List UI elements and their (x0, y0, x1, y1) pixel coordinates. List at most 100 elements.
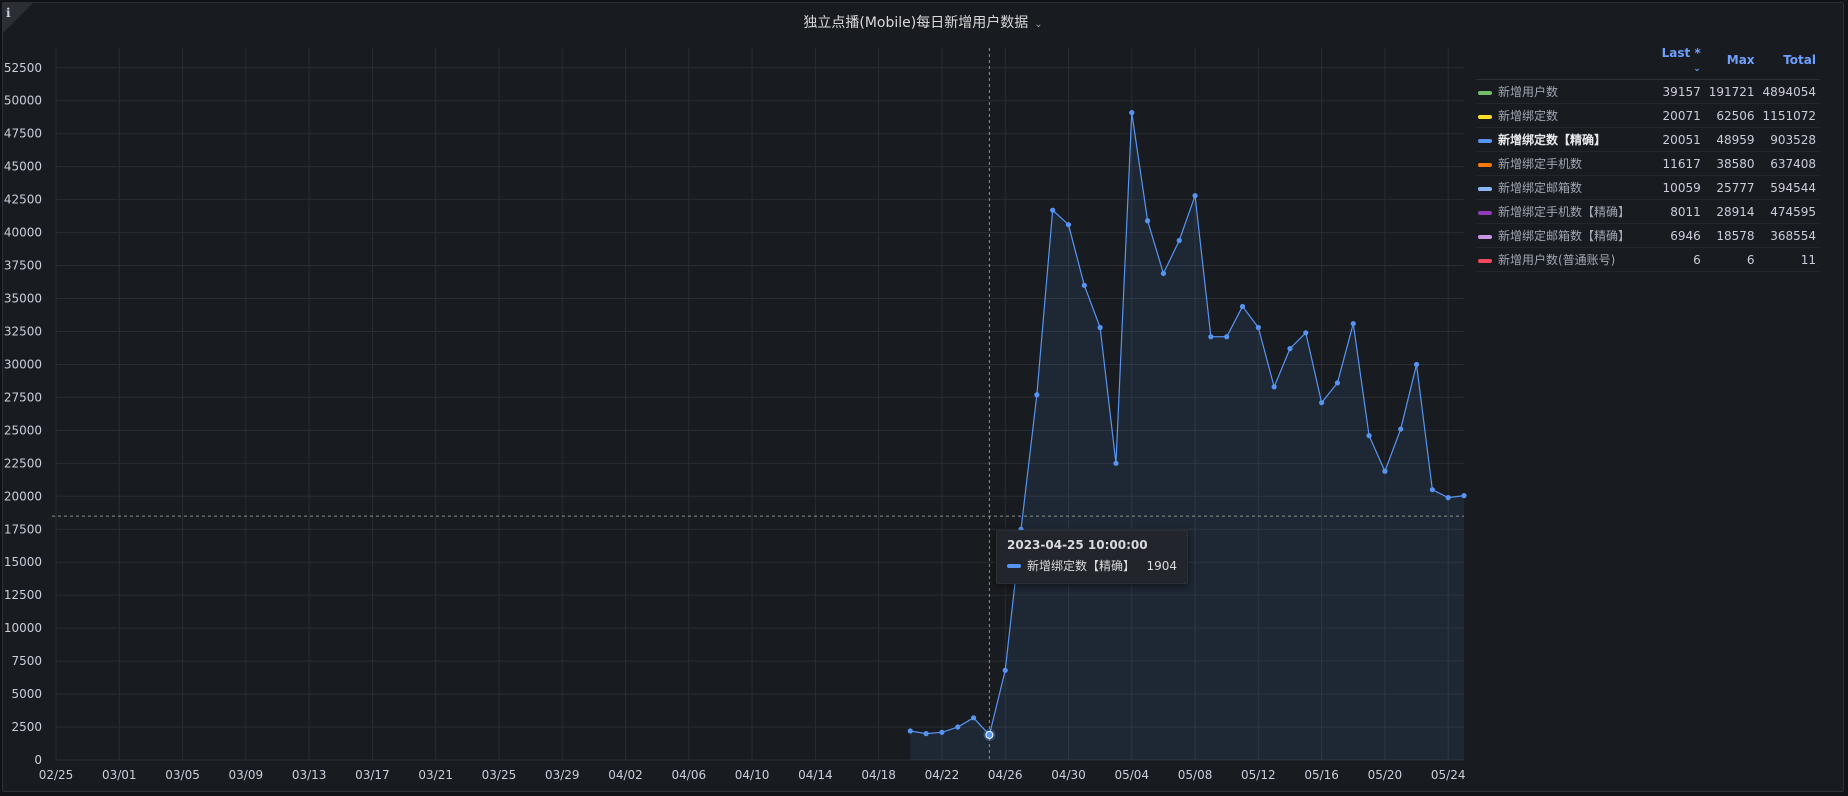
data-point[interactable] (1129, 110, 1135, 116)
tooltip-time: 2023-04-25 10:00:00 (1007, 538, 1148, 552)
legend-row[interactable]: 新增绑定手机数【精确】 8011 28914 474595 (1476, 199, 1820, 224)
legend-row[interactable]: 新增用户数 39157 191721 4894054 (1476, 79, 1820, 104)
hover-point[interactable] (985, 730, 994, 739)
data-point[interactable] (939, 729, 945, 735)
data-point[interactable] (923, 731, 929, 737)
data-point[interactable] (1461, 493, 1467, 499)
x-tick-label: 04/22 (925, 768, 960, 782)
data-point[interactable] (1271, 384, 1277, 390)
legend-last-value: 11617 (1654, 151, 1705, 176)
data-point[interactable] (1429, 487, 1435, 493)
legend-last-value: 10059 (1654, 175, 1705, 200)
legend-total-value: 1151072 (1758, 103, 1820, 128)
data-point[interactable] (1239, 303, 1246, 310)
legend-max-value: 38580 (1704, 151, 1759, 176)
legend-row[interactable]: 新增用户数(普通账号) 6 6 11 (1476, 247, 1820, 272)
data-point[interactable] (1113, 460, 1119, 466)
panel-info-corner[interactable] (3, 3, 33, 33)
data-point[interactable] (1319, 400, 1325, 406)
legend-total-value: 903528 (1758, 127, 1820, 152)
data-point[interactable] (1097, 324, 1103, 331)
data-point[interactable] (1144, 218, 1151, 224)
data-point[interactable] (955, 724, 961, 730)
y-tick-label: 45000 (4, 160, 42, 174)
data-point[interactable] (1034, 392, 1040, 398)
data-point[interactable] (1334, 380, 1341, 386)
legend-max-value: 48959 (1704, 127, 1759, 152)
legend-swatch (1478, 138, 1492, 143)
panel-title[interactable]: 独立点播(Mobile)每日新增用户数据 ⌄ (3, 12, 1843, 32)
y-tick-label: 2500 (11, 720, 42, 734)
data-point[interactable] (1366, 433, 1372, 439)
data-point[interactable] (1350, 320, 1356, 327)
legend-header-total[interactable]: Total (1758, 46, 1820, 80)
legend-row[interactable]: 新增绑定数 20071 62506 1151072 (1476, 103, 1820, 128)
data-point[interactable] (907, 728, 913, 734)
x-tick-label: 05/04 (1114, 768, 1149, 782)
legend-series-name: 新增绑定数 (1498, 109, 1559, 123)
legend-row[interactable]: 新增绑定数【精确】 20051 48959 903528 (1476, 127, 1820, 152)
legend-last-value: 20051 (1654, 127, 1705, 152)
data-point[interactable] (1413, 361, 1420, 368)
x-tick-label: 03/01 (102, 768, 137, 782)
legend-row[interactable]: 新增绑定邮箱数 10059 25777 594544 (1476, 175, 1820, 200)
x-tick-label: 05/12 (1241, 768, 1276, 782)
x-tick-label: 05/16 (1304, 768, 1339, 782)
tooltip-value: 1904 (1146, 558, 1177, 573)
legend-max-value: 28914 (1704, 199, 1759, 224)
legend-swatch (1478, 90, 1492, 95)
legend-series-name: 新增绑定手机数【精确】 (1498, 205, 1631, 219)
data-point[interactable] (1382, 468, 1388, 474)
data-point[interactable] (1160, 270, 1167, 277)
x-tick-label: 05/24 (1431, 768, 1466, 782)
legend-row[interactable]: 新增绑定邮箱数【精确】 6946 18578 368554 (1476, 223, 1820, 248)
y-tick-label: 37500 (4, 259, 42, 273)
legend-row[interactable]: 新增绑定手机数 11617 38580 637408 (1476, 151, 1820, 176)
data-point[interactable] (1192, 193, 1198, 199)
data-point[interactable] (1065, 222, 1072, 228)
tooltip-series-swatch (1007, 563, 1021, 568)
legend-header-last[interactable]: Last * ⌄ (1654, 46, 1705, 80)
data-point[interactable] (1287, 346, 1293, 352)
y-tick-label: 12500 (4, 588, 42, 602)
y-tick-label: 47500 (4, 127, 42, 141)
data-point[interactable] (1081, 282, 1087, 288)
legend-max-value: 191721 (1704, 79, 1759, 104)
x-tick-label: 03/17 (355, 768, 390, 782)
x-tick-label: 03/13 (292, 768, 327, 782)
data-point[interactable] (1224, 334, 1230, 340)
legend-series-name: 新增绑定数【精确】 (1498, 133, 1607, 147)
data-point[interactable] (1445, 495, 1451, 501)
x-tick-label: 04/30 (1051, 768, 1086, 782)
panel-title-text: 独立点播(Mobile)每日新增用户数据 (803, 15, 1029, 31)
data-point[interactable] (1255, 324, 1261, 331)
x-tick-label: 04/10 (735, 768, 770, 782)
legend-last-value: 8011 (1654, 199, 1705, 224)
data-point[interactable] (1398, 426, 1404, 432)
legend-total-value: 11 (1758, 247, 1820, 272)
data-point[interactable] (1176, 237, 1182, 244)
legend-total-value: 368554 (1758, 223, 1820, 248)
time-series-chart[interactable]: 0 2500 5000 7500 10000 12500 15000 17500 20000 22… (0, 0, 1480, 796)
x-tick-label: 05/08 (1178, 768, 1213, 782)
y-tick-label: 7500 (11, 654, 42, 668)
data-point[interactable] (1002, 667, 1008, 673)
series-line[interactable] (910, 112, 1465, 737)
x-tick-label: 03/25 (482, 768, 517, 782)
data-point[interactable] (1050, 207, 1056, 213)
legend-last-value: 6946 (1654, 223, 1705, 248)
legend-swatch (1478, 234, 1492, 239)
legend-total-value: 637408 (1758, 151, 1820, 176)
series-area-fill (910, 112, 1464, 760)
y-tick-label: 42500 (4, 193, 42, 207)
data-point[interactable] (1208, 334, 1214, 340)
legend-last-value: 6 (1654, 247, 1705, 272)
y-tick-label: 25000 (4, 423, 42, 437)
x-tick-label: 04/14 (798, 768, 833, 782)
chevron-down-icon[interactable]: ⌄ (1034, 19, 1043, 30)
legend-swatch (1478, 186, 1492, 191)
data-point[interactable] (1303, 330, 1309, 336)
info-icon[interactable]: i (6, 6, 11, 20)
data-point[interactable] (970, 715, 977, 721)
legend-header-max[interactable]: Max (1704, 46, 1759, 80)
